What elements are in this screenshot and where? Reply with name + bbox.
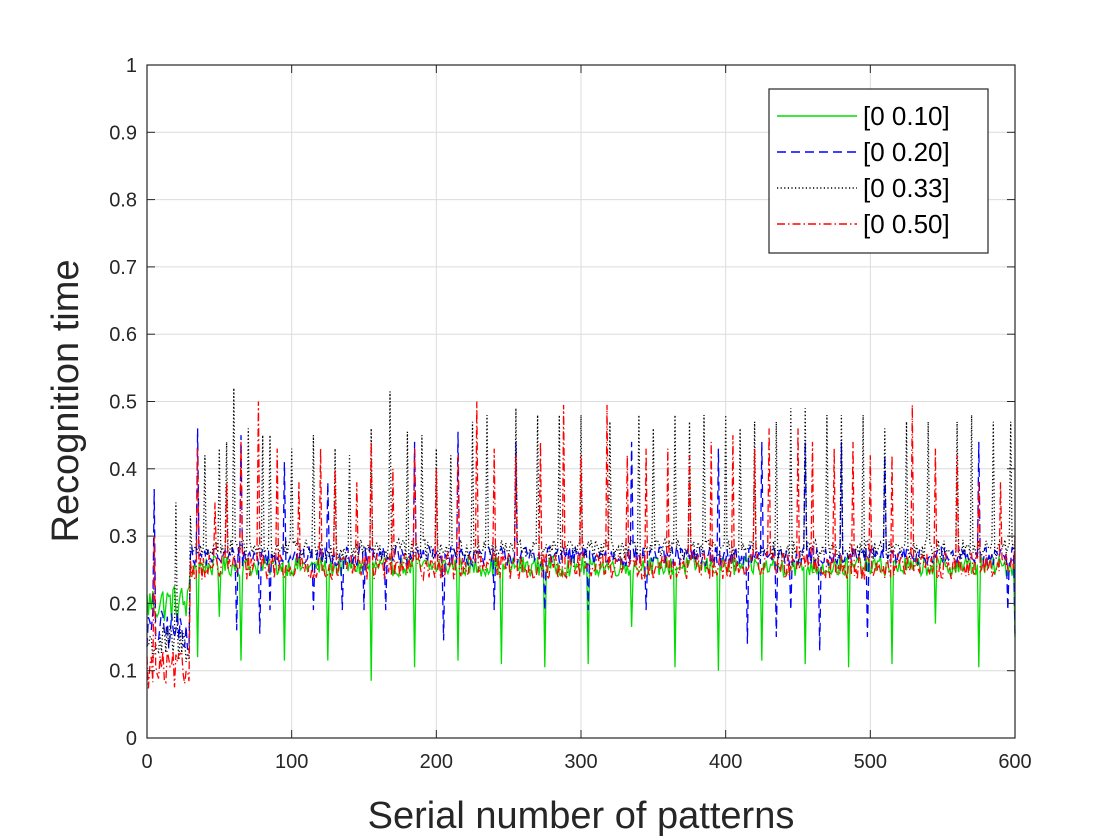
legend-label: [0 0.10] [863,101,950,131]
series-line [146,387,1016,663]
y-tick-label: 0.6 [109,324,137,346]
y-tick-label: 0 [126,728,137,750]
y-axis-ticks: 0 0.1 0.2 0.3 0.4 0.5 0.6 0.7 0.8 0.9 1 [109,55,1015,750]
y-axis-label: Recognition time [45,259,87,542]
x-axis-ticks: 0 100 200 300 400 500 600 [141,65,1032,773]
y-tick-label: 0.7 [109,257,137,279]
series-line [146,554,1016,681]
x-tick-label: 400 [709,751,742,773]
x-tick-label: 300 [564,751,597,773]
series-line [146,401,1016,689]
x-tick-label: 600 [998,751,1031,773]
y-tick-label: 0.3 [109,526,137,548]
legend-label: [0 0.20] [863,137,950,167]
x-tick-label: 200 [420,751,453,773]
x-tick-label: 0 [141,751,152,773]
legend-label: [0 0.50] [863,209,950,239]
y-tick-label: 0.8 [109,190,137,212]
y-tick-label: 0.9 [109,122,137,144]
y-tick-label: 0.4 [109,459,137,481]
x-tick-label: 100 [275,751,308,773]
y-tick-label: 1 [126,55,137,77]
x-axis-label: Serial number of patterns [368,795,795,837]
legend-label: [0 0.33] [863,173,950,203]
y-tick-label: 0.1 [109,661,137,683]
legend: [0 0.10] [0 0.20] [0 0.33] [0 0.50] [768,88,989,254]
x-tick-label: 500 [854,751,887,773]
series-lines [146,387,1016,689]
y-tick-label: 0.2 [109,593,137,615]
y-tick-label: 0.5 [109,392,137,414]
